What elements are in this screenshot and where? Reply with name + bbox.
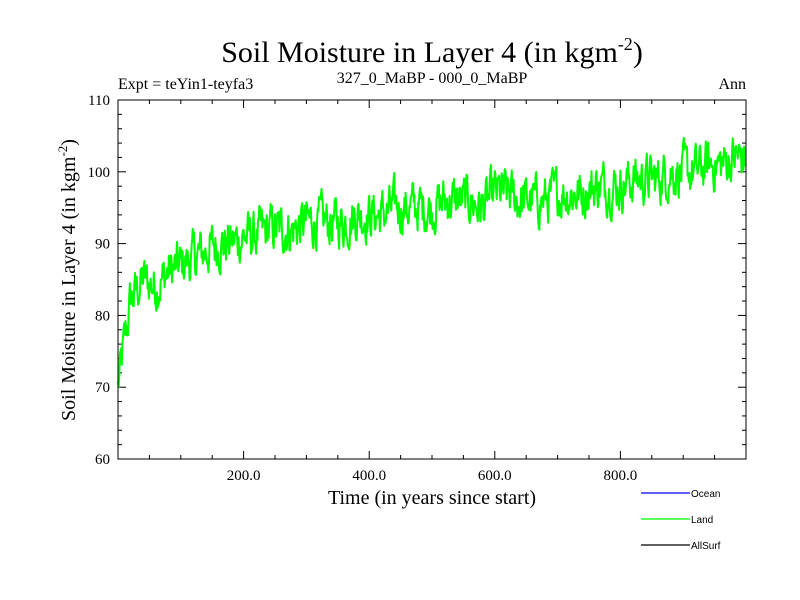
legend-label-ocean: Ocean (691, 489, 720, 500)
subtitle-right: Ann (718, 76, 746, 93)
x-tick-label: 200.0 (227, 468, 261, 484)
y-tick-label: 110 (88, 93, 110, 109)
x-tick-label: 800.0 (604, 468, 638, 484)
legend-label-allsurf: AllSurf (691, 541, 721, 552)
y-axis-label: Soil Moisture in Layer 4 (in kgm-2) (55, 139, 80, 421)
axis-ticks: 200.0 400.0 600.0 800.0 60 70 80 90 100 110 (88, 93, 746, 484)
legend: Ocean Land AllSurf (641, 489, 721, 552)
x-tick-label: 400.0 (352, 468, 386, 484)
subtitle-left: Expt = teYin1-teyfa3 (118, 76, 253, 93)
series-line-land (117, 136, 747, 389)
y-tick-label: 90 (95, 237, 110, 253)
x-axis-label: Time (in years since start) (328, 487, 536, 509)
plot-frame (117, 99, 747, 460)
subtitle-center: 327_0_MaBP - 000_0_MaBP (337, 70, 528, 87)
y-tick-label: 100 (88, 165, 111, 181)
y-tick-label: 70 (95, 380, 110, 396)
y-tick-label: 80 (95, 308, 110, 324)
chart-title: Soil Moisture in Layer 4 (in kgm-2) (221, 34, 643, 69)
y-tick-label: 60 (95, 452, 110, 468)
legend-label-land: Land (691, 515, 713, 526)
series-lines (117, 136, 747, 389)
x-tick-label: 600.0 (478, 468, 512, 484)
